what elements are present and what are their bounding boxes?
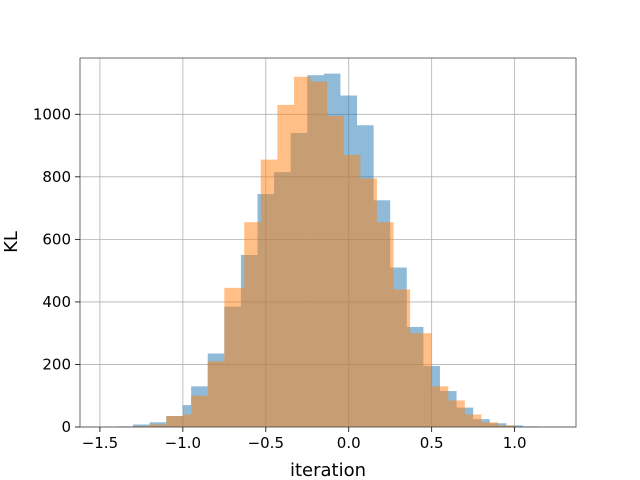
y-tick-label: 800 xyxy=(42,168,71,186)
histogram-bars xyxy=(116,73,540,428)
y-tick-label: 400 xyxy=(42,293,71,311)
histogram-bar xyxy=(133,424,150,427)
histogram-bar xyxy=(244,222,261,427)
y-tick-label: 600 xyxy=(42,230,71,248)
histogram-bar xyxy=(360,178,377,427)
histogram-bar xyxy=(277,104,294,428)
histogram-bar xyxy=(448,400,465,427)
x-tick-label: −0.5 xyxy=(248,434,284,452)
x-tick-label: 0.0 xyxy=(337,434,361,452)
histogram-bar xyxy=(207,361,225,427)
histogram-bar xyxy=(498,425,515,427)
histogram-bar xyxy=(464,414,482,427)
histogram-bar xyxy=(224,287,245,427)
x-tick-label: −1.0 xyxy=(165,434,201,452)
x-tick-label: 0.5 xyxy=(420,434,444,452)
histogram-bar xyxy=(310,81,328,427)
histogram-bar xyxy=(343,154,361,427)
histogram-bar xyxy=(327,115,344,428)
histogram-bar xyxy=(191,395,208,427)
y-axis-ticks: 0 200 400 600 800 1000 xyxy=(33,105,80,436)
histogram-bar xyxy=(376,222,394,427)
x-axis-ticks: −1.5 −1.0 −0.5 0.0 0.5 1.0 xyxy=(82,427,527,452)
histogram-bar xyxy=(260,159,278,428)
y-axis-label: KL xyxy=(1,231,22,253)
histogram-bar xyxy=(410,333,432,427)
x-tick-label: −1.5 xyxy=(82,434,118,452)
histogram-bar xyxy=(133,426,150,427)
x-tick-label: 1.0 xyxy=(503,434,527,452)
y-tick-label: 1000 xyxy=(33,105,71,123)
y-tick-label: 0 xyxy=(61,418,71,436)
histogram-series-2 xyxy=(133,76,515,428)
histogram-bar xyxy=(293,76,311,428)
x-axis-label: iteration xyxy=(290,460,366,480)
plot-frame xyxy=(79,57,577,428)
histogram-bar xyxy=(393,289,411,427)
y-tick-label: 200 xyxy=(42,355,71,373)
histogram-bar xyxy=(481,422,499,427)
histogram-bar xyxy=(149,424,167,427)
histogram-bar xyxy=(182,414,192,427)
histogram-bar xyxy=(431,386,449,427)
histogram-bar xyxy=(166,416,183,427)
